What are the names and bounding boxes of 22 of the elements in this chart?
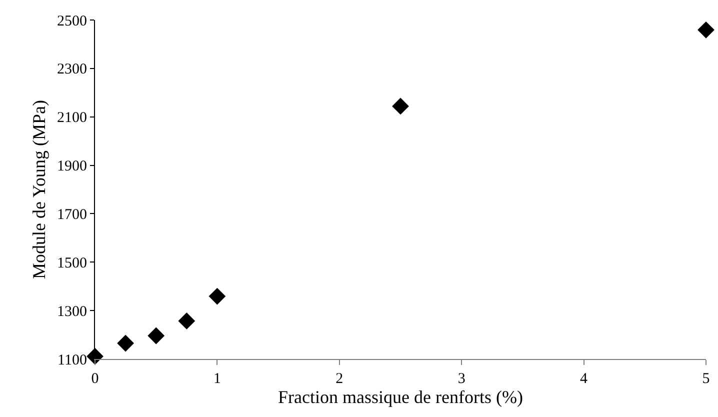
x-axis-title: Fraction massique de renforts (%) bbox=[278, 387, 523, 408]
x-tick-label: 2 bbox=[336, 371, 344, 387]
point bbox=[392, 98, 409, 115]
y-tick-label: 1500 bbox=[57, 255, 87, 272]
y-tick-label: 2100 bbox=[57, 110, 87, 126]
y-tick-label: 1300 bbox=[57, 304, 87, 320]
x-tick-label: 3 bbox=[458, 371, 466, 387]
point bbox=[148, 327, 165, 344]
point bbox=[117, 334, 134, 352]
point bbox=[178, 312, 196, 330]
x-tick-label: 0 bbox=[91, 371, 99, 387]
y-tick-label: 2300 bbox=[57, 62, 87, 78]
y-tick-label: 1100 bbox=[58, 352, 87, 368]
y-tick-label: 1900 bbox=[57, 158, 87, 175]
y-axis-title: Module de Young (MPa) bbox=[29, 100, 50, 280]
y-tick-label: 1700 bbox=[57, 206, 87, 223]
x-tick-label: 5 bbox=[702, 371, 710, 387]
point bbox=[698, 21, 714, 38]
point bbox=[208, 288, 226, 305]
x-tick-label: 1 bbox=[213, 371, 221, 387]
y-tick-label: 2500 bbox=[57, 13, 87, 30]
x-tick-label: 4 bbox=[580, 371, 588, 387]
